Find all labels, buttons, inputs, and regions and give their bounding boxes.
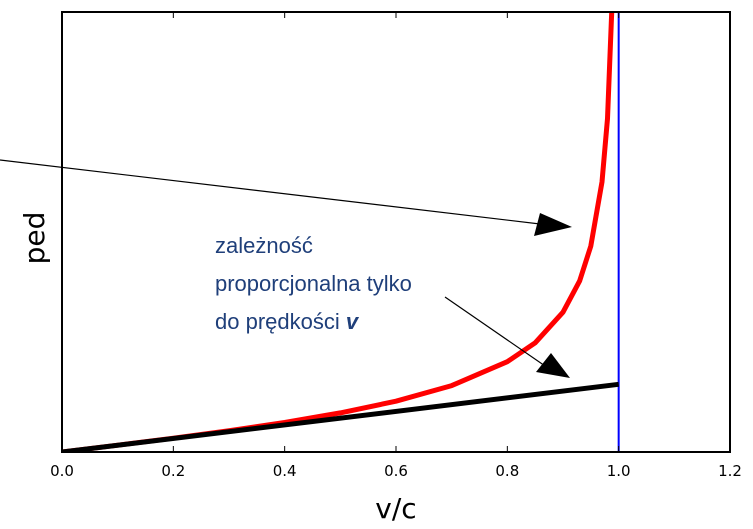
annotation-v-symbol: v	[346, 309, 360, 334]
plot-frame	[61, 11, 731, 453]
x-ticks: 0.0 0.2 0.4 0.6 0.8 1.0 1.2	[50, 12, 742, 480]
x-tick-label: 0.6	[384, 462, 408, 480]
x-tick-label: 0.0	[50, 462, 74, 480]
x-tick-label: 1.2	[718, 462, 742, 480]
x-tick-label: 0.8	[495, 462, 519, 480]
arrowhead-classical	[536, 353, 570, 378]
x-tick-label: 1.0	[607, 462, 631, 480]
arrowhead-relativistic	[534, 213, 572, 236]
classical-line	[62, 381, 620, 452]
annotation-line-2: proporcjonalna tylko	[215, 271, 412, 296]
relativistic-curve	[62, 12, 615, 452]
x-tick-label: 0.2	[161, 462, 185, 480]
x-tick-label: 0.4	[273, 462, 297, 480]
annotation-arrow-classical	[444, 296, 570, 378]
y-axis-label: ped	[18, 212, 51, 265]
annotation-arrow-relativistic	[0, 159, 572, 236]
annotation-line-3: do prędkości	[215, 309, 346, 334]
annotation-text: zależność proporcjonalna tylko do prędko…	[215, 233, 418, 334]
annotation-line-1: zależność	[215, 233, 313, 258]
x-axis-label: v/c	[375, 492, 416, 525]
series-layer	[62, 12, 620, 452]
